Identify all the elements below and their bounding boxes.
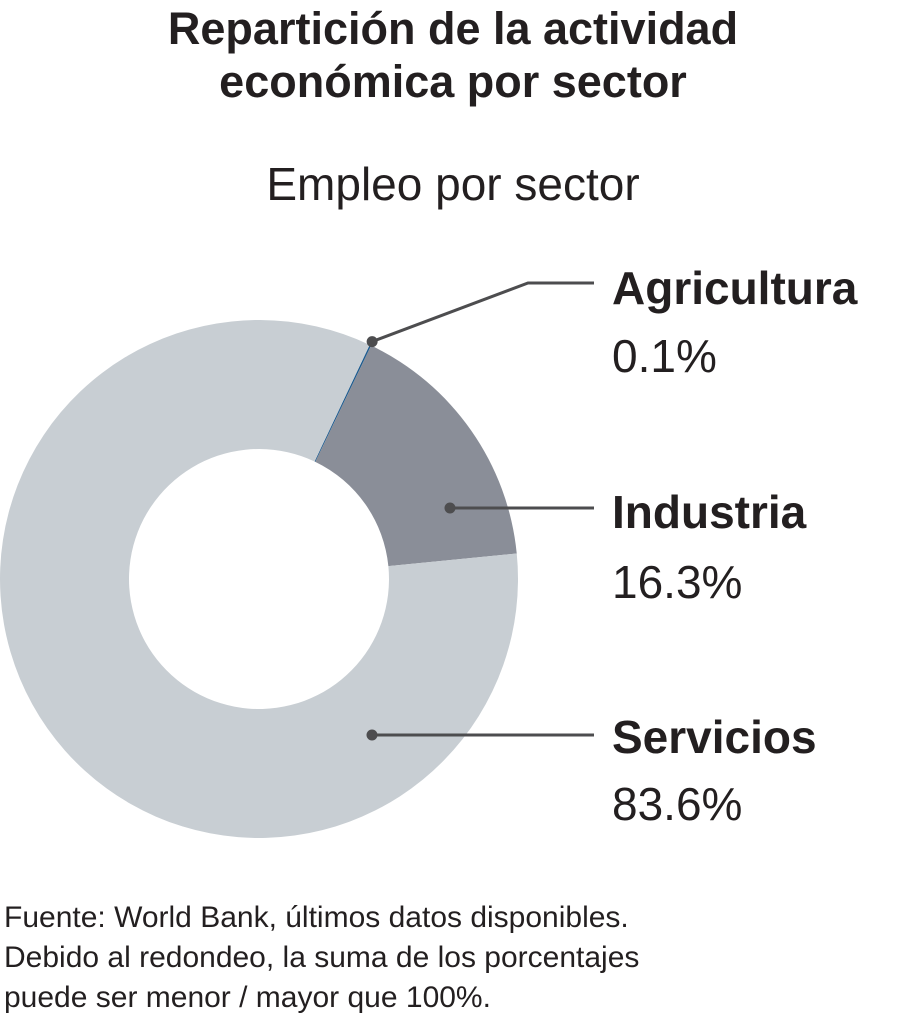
leader-dot-servicios: [366, 729, 378, 741]
leader-line-agricultura: [371, 281, 594, 343]
label-agricultura: Agricultura: [612, 262, 858, 314]
footer-line-3: puede ser menor / mayor que 100%.: [4, 981, 491, 1014]
label-servicios: Servicios: [612, 711, 817, 763]
footer-line-1: Fuente: World Bank, últimos datos dispon…: [4, 901, 629, 934]
slice-industria: [315, 345, 517, 567]
value-servicios: 83.6%: [612, 778, 742, 830]
title-line-2: económica por sector: [219, 56, 687, 107]
chart-subtitle: Empleo por sector: [266, 158, 640, 210]
title-line-1: Repartición de la actividad: [167, 3, 739, 54]
footer-line-2: Debido al redondeo, la suma de los porce…: [4, 941, 640, 974]
value-agricultura: 0.1%: [612, 330, 717, 382]
leader-dot-industria: [444, 502, 456, 514]
chart-title: Repartición de la actividad económica po…: [0, 2, 906, 108]
label-industria: Industria: [612, 486, 807, 538]
leader-dot-agricultura: [366, 336, 378, 348]
source-note: Fuente: World Bank, últimos datos dispon…: [4, 898, 904, 1018]
slice-servicios: [0, 320, 518, 838]
slice-agricultura: [314, 344, 372, 462]
value-industria: 16.3%: [612, 556, 742, 608]
